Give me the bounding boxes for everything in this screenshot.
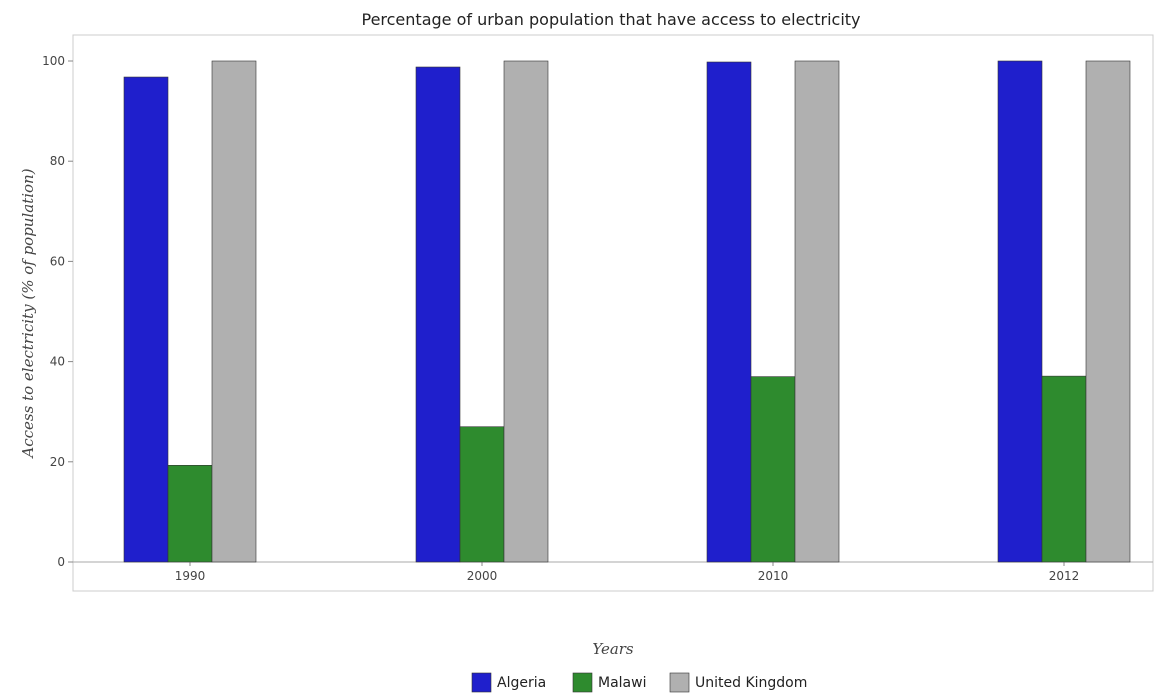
- bar-malawi-2010: [750, 376, 796, 563]
- y-tick-label: 80: [50, 154, 65, 168]
- bar-united-kingdom-2000: [503, 60, 549, 563]
- bar-malawi-2000: [459, 426, 505, 563]
- legend-label: United Kingdom: [695, 675, 807, 691]
- y-tick-label: 100: [42, 54, 65, 68]
- x-axis-label: Years: [592, 640, 634, 658]
- y-axis-label: Access to electricity (% of population): [19, 168, 37, 459]
- bar-algeria-2010: [706, 61, 752, 563]
- legend-swatch: [669, 672, 690, 693]
- legend-swatch: [471, 672, 492, 693]
- x-tick-label: 2010: [758, 569, 789, 583]
- bar-algeria-1990: [123, 76, 169, 563]
- bar-united-kingdom-1990: [211, 60, 257, 563]
- legend: Algeria Malawi United Kingdom: [471, 672, 807, 693]
- legend-swatch: [572, 672, 593, 693]
- bars: [123, 60, 1131, 563]
- y-axis: 0 20 40 60 80 100: [42, 54, 73, 569]
- y-tick-label: 0: [57, 555, 65, 569]
- bar-united-kingdom-2010: [794, 60, 840, 563]
- bar-united-kingdom-2012: [1085, 60, 1131, 563]
- bar-malawi-1990: [167, 465, 213, 563]
- y-tick-label: 60: [50, 254, 65, 268]
- x-tick-label: 1990: [175, 569, 206, 583]
- y-tick-label: 20: [50, 455, 65, 469]
- x-tick-label: 2012: [1049, 569, 1080, 583]
- chart-title: Percentage of urban population that have…: [361, 10, 860, 29]
- bar-algeria-2000: [415, 66, 461, 563]
- y-tick-label: 40: [50, 355, 65, 369]
- bar-algeria-2012: [997, 60, 1043, 563]
- legend-label: Algeria: [497, 675, 546, 691]
- legend-label: Malawi: [598, 675, 646, 691]
- bar-malawi-2012: [1041, 375, 1087, 563]
- x-tick-label: 2000: [467, 569, 498, 583]
